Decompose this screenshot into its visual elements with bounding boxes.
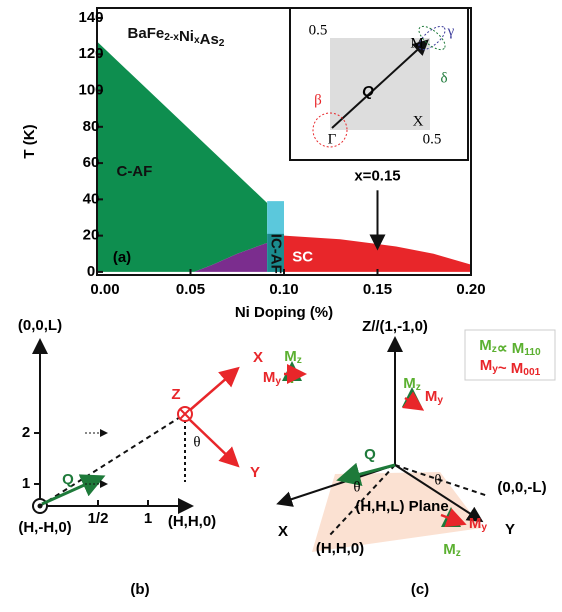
region-label: C-AF [116, 163, 152, 180]
text-part: M [480, 357, 493, 374]
q-label: Q [62, 471, 74, 488]
text-part: M [284, 348, 297, 365]
subscript: 2-x [164, 32, 179, 43]
subscript: y [481, 522, 487, 533]
subscript: z [456, 548, 461, 559]
legend-entry: My~ M001 [480, 357, 541, 378]
phase-region [267, 233, 284, 272]
mz-label: Mz [403, 375, 421, 393]
y-tick-label: 40 [83, 190, 100, 207]
x-tick-label: 0.10 [269, 281, 298, 298]
text-part: BaFe [128, 25, 165, 42]
subscript: z [297, 355, 302, 366]
subscript: 110 [524, 347, 541, 358]
axis-label: (H,-H,0) [18, 519, 71, 536]
panel-c: Z//(1,-1,0) Mz∝ M110 My~ M001 Mz My Mz M… [263, 318, 556, 598]
panel-label: (c) [411, 581, 429, 598]
q-label: Q [364, 446, 376, 463]
inset-label: β [314, 92, 322, 108]
x-tick-label: 0.05 [176, 281, 205, 298]
inset-label: γ [447, 23, 455, 39]
tick-label: 1 [144, 510, 152, 527]
axis-label: (H,H,0) [168, 513, 216, 530]
z-label: Z [171, 386, 180, 403]
mz-label: Mz [443, 541, 461, 559]
axis-label: Z//(1,-1,0) [362, 318, 428, 335]
panel-b: (0,0,L) 2 1 Q Z X Y θ (H,-H,0) 1/2 1 (H,… [18, 317, 263, 598]
y-axis-label: T (K) [21, 124, 38, 158]
text-part: Ni [179, 28, 194, 45]
chart-title: BaFe2-xNixAs2 [128, 25, 225, 49]
inset: 0.5 M γ δ β Γ Q X 0.5 [289, 7, 469, 161]
inset-label: 0.5 [423, 131, 442, 147]
y-tick-label: 140 [78, 9, 103, 26]
subscript: x [194, 35, 200, 46]
subscript: z [492, 344, 497, 355]
my-label: My [469, 515, 488, 533]
phase-region [194, 242, 268, 272]
y-tick-label: 80 [83, 118, 100, 135]
axis-label: (0,0,-L) [497, 479, 546, 496]
x-tick-label: 0.00 [90, 281, 119, 298]
subscript: z [416, 382, 421, 393]
subscript: 001 [523, 367, 540, 378]
panel-label: (b) [130, 581, 149, 598]
legend-entry: Mz∝ M110 [479, 337, 541, 358]
axis-label: (0,0,L) [18, 317, 62, 334]
region-label: IC-AF [268, 234, 285, 274]
y-tick-label: 20 [83, 227, 100, 244]
tick-label: 2 [22, 424, 30, 441]
annotation: x=0.15 [354, 167, 400, 184]
text-part: M [403, 375, 416, 392]
axis-label: (H,H,0) [316, 540, 364, 557]
mz-label: Mz [284, 348, 302, 366]
inset-label: Γ [328, 131, 337, 147]
theta: θ [353, 479, 360, 495]
text-part: As [200, 31, 219, 48]
inset-label: M [410, 35, 423, 51]
x-label: X [278, 523, 288, 540]
text-part: ∝ M [497, 340, 524, 357]
theta: θ [434, 472, 441, 488]
inset-label: 0.5 [309, 22, 328, 38]
x-tick-label: 0.20 [456, 281, 485, 298]
x-axis-label: Ni Doping (%) [235, 304, 333, 321]
phase-region [97, 41, 268, 272]
region-label: SC [292, 248, 313, 265]
panel-label: (a) [113, 249, 131, 266]
text-part: M [443, 541, 456, 558]
text-part: ~ M [498, 360, 523, 377]
y-tick-label: 0 [87, 263, 95, 280]
my-label: My [425, 388, 444, 406]
inset-label: X [413, 113, 424, 129]
y-tick-label: 60 [83, 154, 100, 171]
subscript: y [492, 364, 498, 375]
subscript: 2 [219, 38, 225, 49]
phase-diagram: C-AF IC-AF SC 0.00 0.05 0.10 0.15 0.20 0 20 40 60 80… [21, 7, 486, 321]
text-part: M [469, 515, 482, 532]
text-part: M [263, 369, 276, 386]
text-part: M [479, 337, 492, 354]
y-label: Y [505, 521, 515, 538]
my-label: My [263, 369, 282, 387]
y-label: Y [250, 464, 260, 481]
text-part: M [425, 388, 438, 405]
phase-region [284, 235, 471, 272]
inset-label: δ [440, 70, 447, 86]
inset-label: Q [362, 83, 374, 100]
tick-label: 1 [22, 475, 30, 492]
theta: θ [193, 434, 200, 450]
subscript: y [275, 376, 281, 387]
y-tick-label: 100 [78, 81, 103, 98]
x-label: X [253, 349, 263, 366]
y-tick-label: 120 [78, 45, 103, 62]
x-tick-label: 0.15 [363, 281, 392, 298]
subscript: y [437, 395, 443, 406]
plane-label: (H,H,L) Plane [355, 498, 448, 515]
tick-label: 1/2 [88, 510, 109, 527]
